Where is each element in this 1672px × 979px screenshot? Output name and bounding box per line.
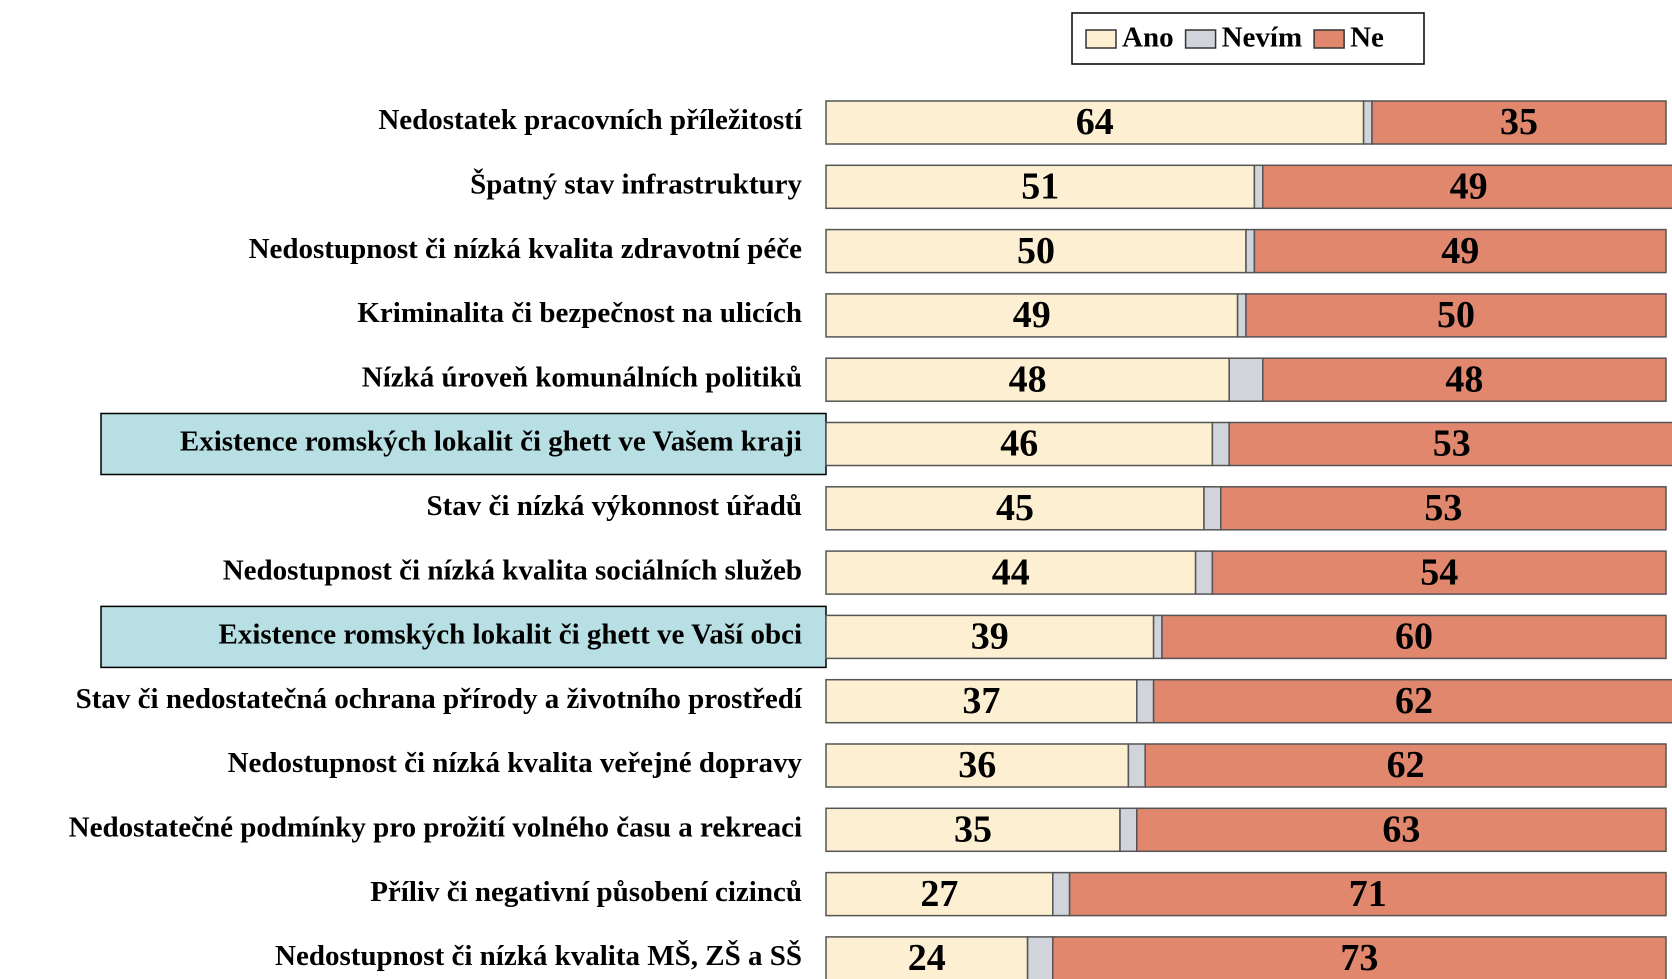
bar-segment: [825, 678, 1138, 724]
value-label: 48: [1009, 358, 1047, 400]
bar-segment: [1052, 871, 1071, 917]
value-label: 35: [954, 809, 992, 851]
bar-segment: [1068, 871, 1667, 917]
category-label: Nedostatek pracovních příležitostí: [378, 104, 803, 136]
category-label: Nedostupnost či nízká kvalita veřejné do…: [228, 747, 803, 779]
bar-segment: [1253, 164, 1264, 210]
category-label: Kriminalita či bezpečnost na ulicích: [357, 297, 802, 329]
bar-segment: [1211, 421, 1230, 467]
bar-segment: [825, 614, 1155, 660]
bar-segment: [1245, 228, 1256, 274]
bar-segment: [1136, 807, 1667, 853]
bar-segment: [1119, 807, 1138, 853]
legend-swatch: [1085, 29, 1117, 49]
legend-label: Ano: [1122, 22, 1174, 54]
bar-segment: [1161, 614, 1667, 660]
bar-segment: [825, 100, 1365, 145]
legend-label: Ne: [1350, 22, 1384, 54]
bar-segment: [825, 293, 1239, 338]
legend-swatch: [1313, 29, 1345, 49]
bar-segment: [1026, 936, 1054, 979]
bar-segment: [1152, 614, 1163, 660]
value-label: 50: [1437, 294, 1475, 336]
value-label: 51: [1021, 166, 1059, 208]
bar-segment: [825, 228, 1247, 274]
bar-segment: [1211, 550, 1667, 595]
value-label: 73: [1340, 937, 1378, 979]
value-label: 60: [1395, 616, 1433, 658]
value-label: 63: [1382, 809, 1420, 851]
value-label: 27: [920, 873, 958, 915]
bar-segment: [825, 164, 1256, 210]
bar-segment: [825, 807, 1121, 853]
category-label: Nízká úroveň komunálních politiků: [362, 361, 802, 393]
value-label: 46: [1000, 423, 1038, 465]
value-label: 49: [1013, 294, 1051, 336]
value-label: 44: [992, 551, 1030, 593]
value-label: 53: [1433, 423, 1471, 465]
category-label: Stav či nedostatečná ochrana přírody a ž…: [76, 683, 803, 715]
bar-segment: [1144, 743, 1667, 788]
value-label: 48: [1445, 358, 1483, 400]
bar-segment: [1371, 100, 1667, 145]
bar-segment: [1228, 357, 1264, 402]
bar-segment: [1052, 936, 1667, 979]
bar-segment: [1236, 293, 1247, 338]
bar-segment: [1127, 743, 1146, 788]
bar-segment: [825, 743, 1130, 788]
value-label: 49: [1441, 230, 1479, 272]
value-label: 62: [1387, 744, 1425, 786]
bar-segment: [1245, 293, 1667, 338]
category-label: Existence romských lokalit či ghett ve V…: [180, 426, 802, 458]
value-label: 24: [908, 937, 946, 979]
category-label: Příliv či negativní působení cizinců: [370, 876, 802, 908]
value-label: 37: [962, 680, 1000, 722]
category-label: Nedostupnost či nízká kvalita zdravotní …: [249, 233, 803, 265]
bar-segment: [1136, 678, 1155, 724]
value-label: 45: [996, 487, 1034, 529]
category-label: Existence romských lokalit či ghett ve V…: [219, 619, 802, 651]
category-label: Nedostupnost či nízká kvalita MŠ, ZŠ a S…: [275, 939, 802, 972]
category-label: Špatný stav infrastruktury: [470, 167, 802, 200]
value-label: 54: [1420, 551, 1458, 593]
bar-segment: [1152, 678, 1672, 724]
category-label: Nedostatečné podmínky pro prožití volnéh…: [69, 811, 802, 843]
bar-segment: [1228, 421, 1672, 467]
bar-segment: [1262, 357, 1667, 402]
bar-segment: [1203, 486, 1222, 531]
bar-segment: [1362, 100, 1373, 145]
value-label: 62: [1395, 680, 1433, 722]
category-label: Stav či nízká výkonnost úřadů: [427, 490, 803, 522]
value-label: 64: [1076, 101, 1114, 143]
highlight-box: [100, 412, 827, 476]
legend-box: [1071, 12, 1425, 65]
legend-label: Nevím: [1222, 22, 1303, 54]
bar-segment: [825, 936, 1029, 979]
bar-segment: [825, 421, 1214, 467]
legend-swatch: [1184, 29, 1217, 49]
value-label: 71: [1349, 873, 1387, 915]
bar-segment: [1262, 164, 1672, 210]
value-label: 39: [971, 616, 1009, 658]
value-label: 35: [1500, 101, 1538, 143]
value-label: 36: [958, 744, 996, 786]
category-label: Nedostupnost či nízká kvalita sociálních…: [223, 554, 802, 586]
bar-segment: [1253, 228, 1667, 274]
bar-segment: [1194, 550, 1214, 595]
bar-segment: [825, 550, 1197, 595]
value-label: 49: [1450, 166, 1488, 208]
bar-segment: [825, 486, 1205, 531]
highlight-box: [100, 605, 827, 669]
bar-segment: [825, 871, 1054, 917]
value-label: 50: [1017, 230, 1055, 272]
value-label: 53: [1424, 487, 1462, 529]
bar-segment: [1220, 486, 1667, 531]
